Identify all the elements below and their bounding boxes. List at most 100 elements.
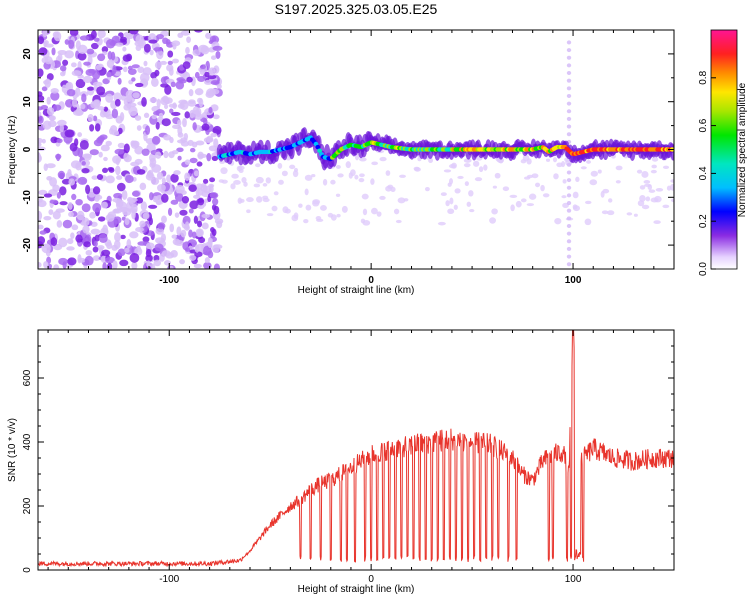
noise-blob xyxy=(156,171,164,180)
halo-blob xyxy=(440,192,447,197)
streak-blob xyxy=(566,231,572,236)
halo-blob xyxy=(278,179,284,185)
halo-blob xyxy=(466,201,472,207)
noise-blob xyxy=(38,106,44,111)
noise-blob xyxy=(42,40,49,45)
noise-blob xyxy=(157,222,166,230)
noise-blob xyxy=(114,239,121,250)
noise-blob xyxy=(163,150,169,159)
noise-blob xyxy=(81,93,87,103)
streak-blob xyxy=(566,223,572,228)
streak-blob xyxy=(566,239,572,244)
halo-blob xyxy=(520,198,527,203)
noise-blob xyxy=(142,212,150,220)
halo-blob xyxy=(358,178,365,183)
noise-blob xyxy=(135,34,144,45)
noise-blob xyxy=(213,263,220,269)
noise-blob xyxy=(46,96,51,105)
noise-blob xyxy=(48,115,56,121)
noise-blob xyxy=(117,142,125,149)
noise-blob xyxy=(89,124,95,132)
halo-blob xyxy=(651,156,659,162)
noise-blob xyxy=(81,203,91,213)
noise-blob xyxy=(148,39,158,44)
halo-blob xyxy=(370,178,375,185)
noise-blob xyxy=(116,175,123,180)
halo-blob xyxy=(584,218,592,226)
halo-blob xyxy=(641,171,649,178)
noise-blob xyxy=(102,51,108,56)
x-tick-label: -100 xyxy=(159,275,179,286)
noise-blob xyxy=(49,177,58,187)
noise-blob xyxy=(112,197,122,203)
halo-blob xyxy=(483,164,488,171)
spectrogram-y-label: Frequency (Hz) xyxy=(7,116,18,185)
noise-blob xyxy=(102,262,107,269)
noise-blob xyxy=(122,66,128,73)
y-tick-label: 200 xyxy=(22,497,33,514)
noise-blob xyxy=(146,260,151,268)
noise-blob xyxy=(82,75,93,84)
noise-blob xyxy=(194,244,200,253)
noise-blob xyxy=(161,177,166,185)
halo-blob xyxy=(542,193,550,198)
streak-blob xyxy=(566,246,572,251)
streak-blob xyxy=(566,101,572,106)
halo-blob xyxy=(535,182,541,188)
noise-blob xyxy=(38,152,41,163)
noise-blob xyxy=(75,198,83,206)
noise-blob xyxy=(209,177,216,183)
y-tick-label: 0 xyxy=(22,567,33,573)
halo-blob xyxy=(451,162,457,169)
noise-blob xyxy=(81,161,86,166)
noise-blob xyxy=(172,58,179,64)
halo-blob xyxy=(371,207,378,215)
noise-blob xyxy=(97,245,105,250)
noise-blob xyxy=(170,249,178,258)
noise-blob xyxy=(197,75,206,82)
noise-blob xyxy=(179,209,188,216)
noise-blob xyxy=(180,229,187,238)
halo-blob xyxy=(572,191,579,199)
halo-blob xyxy=(489,217,497,224)
noise-blob xyxy=(75,234,83,243)
noise-blob xyxy=(92,246,99,253)
noise-blob xyxy=(66,238,74,245)
noise-blob xyxy=(80,103,86,110)
noise-blob xyxy=(93,99,101,108)
halo-blob xyxy=(648,189,656,193)
noise-blob xyxy=(188,184,197,192)
halo-blob xyxy=(474,177,483,182)
noise-blob xyxy=(177,155,182,161)
halo-blob xyxy=(650,197,659,203)
noise-blob xyxy=(49,199,59,204)
noise-blob xyxy=(156,98,161,109)
halo-blob xyxy=(303,218,309,224)
noise-blob xyxy=(103,156,108,162)
noise-blob xyxy=(53,264,60,269)
noise-blob xyxy=(105,175,115,184)
noise-blob xyxy=(87,113,94,122)
noise-blob xyxy=(180,30,191,36)
halo-blob xyxy=(666,185,672,191)
noise-blob xyxy=(160,83,169,88)
streak-blob xyxy=(566,78,572,83)
halo-blob xyxy=(335,165,341,169)
noise-blob xyxy=(100,201,109,209)
noise-blob xyxy=(105,93,114,103)
noise-blob xyxy=(111,129,119,136)
noise-blob xyxy=(124,247,130,254)
noise-blob xyxy=(209,192,219,199)
noise-blob xyxy=(38,94,45,102)
x-tick-label: 0 xyxy=(368,574,374,585)
noise-blob xyxy=(57,170,66,179)
halo-blob xyxy=(639,185,646,190)
noise-blob xyxy=(44,43,54,48)
noise-blob xyxy=(120,95,127,101)
halo-blob xyxy=(379,156,387,162)
halo-blob xyxy=(354,174,359,180)
noise-blob xyxy=(145,125,151,135)
noise-blob xyxy=(92,186,101,195)
noise-blob xyxy=(103,106,109,112)
noise-blob xyxy=(136,125,142,131)
